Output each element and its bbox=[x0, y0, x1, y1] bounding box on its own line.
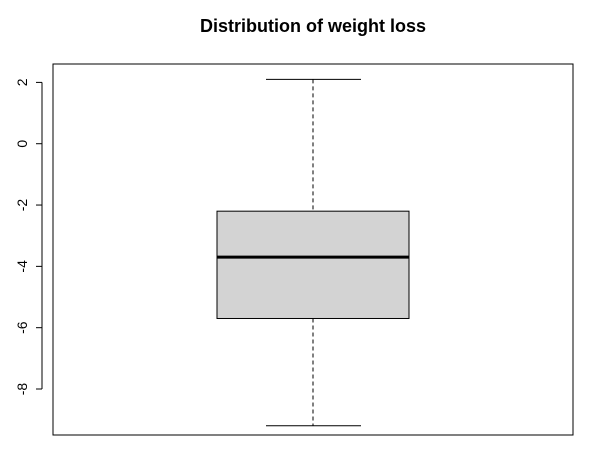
plot-frame bbox=[52, 63, 574, 436]
y-tick-label: 0 bbox=[14, 140, 30, 148]
box-group bbox=[216, 78, 410, 427]
y-tick-label: -6 bbox=[14, 321, 30, 334]
y-tick-label: -8 bbox=[14, 383, 30, 396]
y-tick-label: 2 bbox=[14, 78, 30, 86]
chart-title: Distribution of weight loss bbox=[200, 16, 426, 36]
interquartile-box bbox=[216, 210, 410, 319]
y-tick-label: -4 bbox=[14, 260, 30, 273]
y-tick-label: -2 bbox=[14, 199, 30, 212]
y-axis-ticks: 2 0 -2 -4 -6 -8 bbox=[14, 78, 42, 395]
